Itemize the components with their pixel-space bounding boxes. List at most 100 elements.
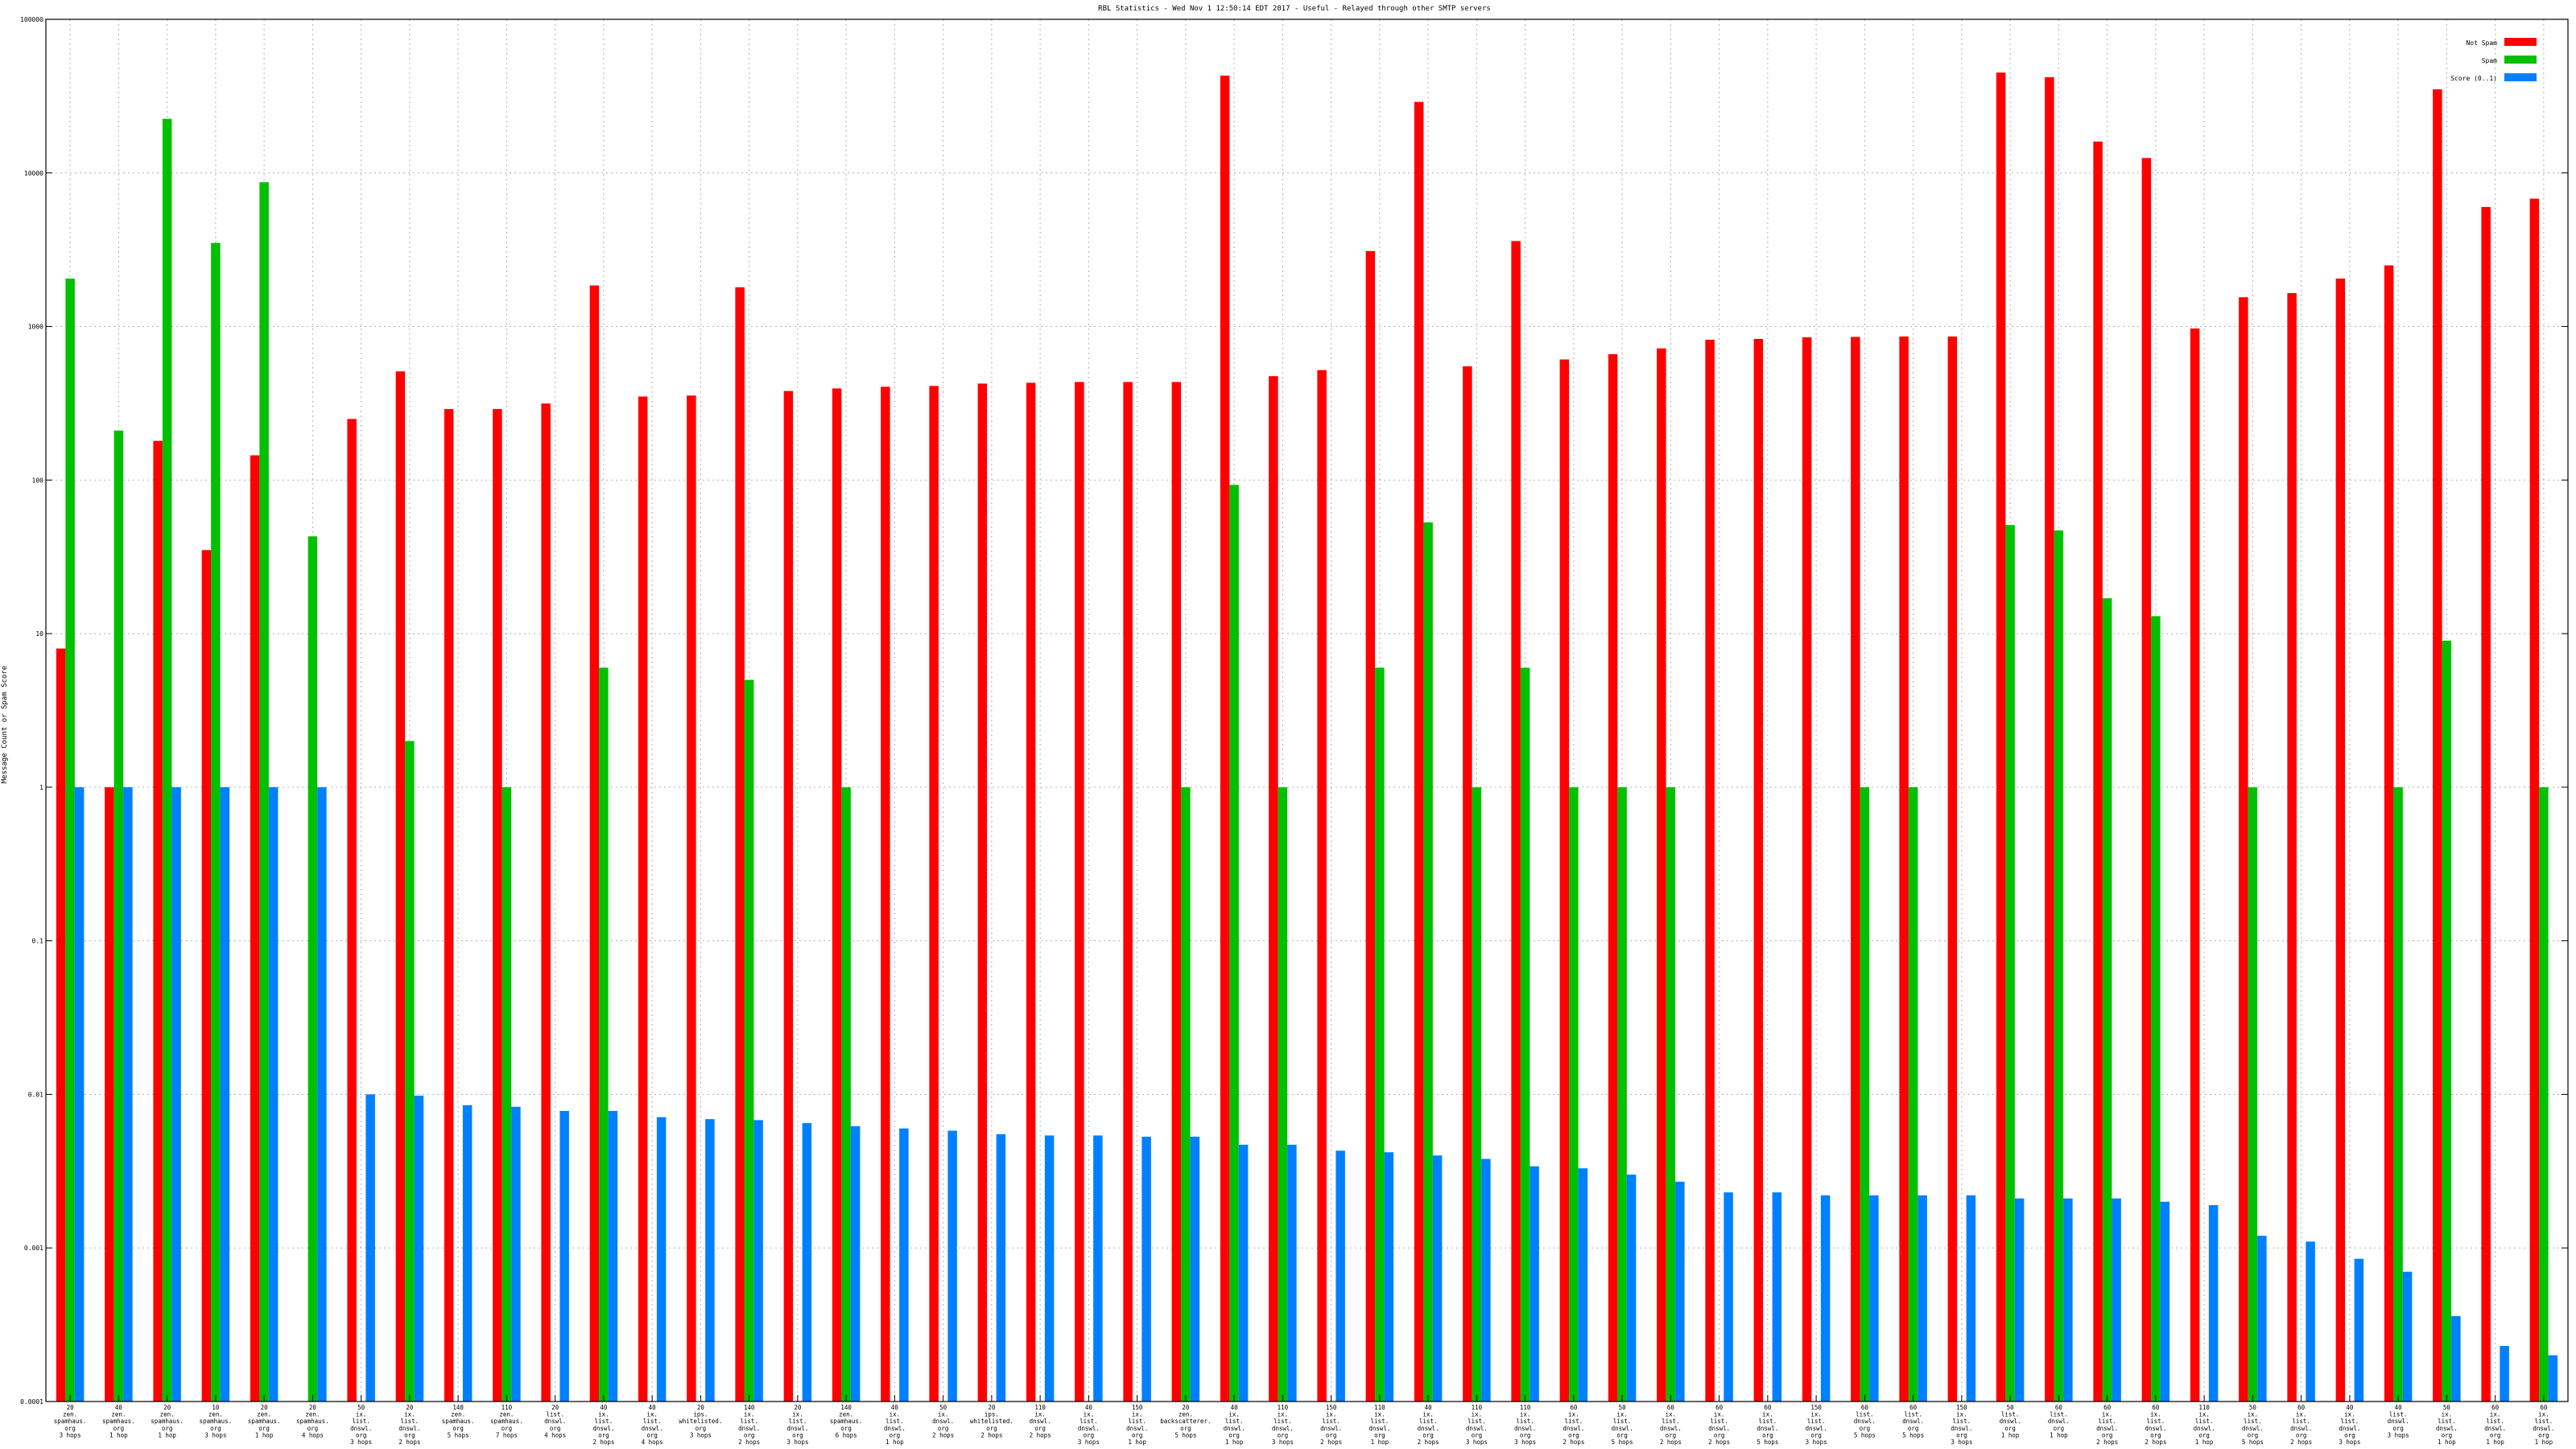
bar-not_spam: [1899, 336, 1909, 1402]
x-tick-label: 20 ips. whitelisted. org 2 hops: [970, 1404, 1013, 1439]
y-tick-label: 1000: [28, 324, 43, 331]
bar-not_spam: [1608, 353, 1618, 1402]
x-tick-label: 140 ix. list. dnswl. org 2 hops: [738, 1404, 760, 1446]
x-tick-label: 50 ix. dnswl. org 2 hops: [932, 1404, 954, 1439]
x-tick-label: 40 ix. list. dnswl. org 2 hops: [592, 1404, 614, 1446]
bar-not_spam: [1365, 250, 1376, 1402]
bar-score: [2257, 1236, 2267, 1402]
bar-not_spam: [1269, 376, 1278, 1402]
x-tick-label: 40 ix. list. dnswl. org 2 hops: [1418, 1404, 1439, 1446]
x-tick-label: 60 list. dnswl. org 5 hops: [1854, 1404, 1876, 1439]
bar-score: [2500, 1345, 2509, 1402]
bar-spam: [841, 786, 851, 1402]
x-tick-label: 40 zen. spamhaus. org 1 hop: [102, 1404, 135, 1439]
bar-score: [171, 786, 181, 1402]
bar-score: [559, 1111, 569, 1402]
x-tick-label: 40 ix. list. dnswl. org 4 hops: [642, 1404, 663, 1446]
bar-spam: [1666, 786, 1676, 1402]
bar-not_spam: [1753, 338, 1764, 1402]
bar-not_spam: [1414, 101, 1424, 1402]
bar-spam: [2151, 616, 2161, 1402]
x-tick-label: 40 list. dnswl. org 3 hops: [2388, 1404, 2409, 1439]
bar-score: [2402, 1271, 2413, 1402]
bar-not_spam: [2190, 328, 2200, 1402]
bar-spam: [744, 679, 754, 1402]
bar-not_spam: [1026, 382, 1036, 1402]
bar-not_spam: [1220, 75, 1230, 1402]
bar-not_spam: [2384, 265, 2394, 1402]
x-tick-label: 20 ix. list. dnswl. org 2 hops: [398, 1404, 420, 1446]
bar-not_spam: [735, 287, 745, 1402]
bar-not_spam: [2239, 297, 2248, 1402]
x-tick-label: 110 ix. list. dnswl. org 3 hops: [1466, 1404, 1488, 1446]
bar-spam: [1617, 786, 1627, 1402]
bar-not_spam: [2433, 89, 2442, 1402]
bar-score: [268, 786, 279, 1402]
bar-score: [2160, 1201, 2170, 1402]
bar-spam: [2005, 525, 2015, 1402]
bar-not_spam: [2529, 198, 2540, 1402]
bar-spam: [1229, 485, 1239, 1402]
bar-not_spam: [1802, 337, 1812, 1402]
bar-spam: [1181, 786, 1191, 1402]
x-tick-label: 60 list. dnswl. org 5 hops: [1902, 1404, 1924, 1439]
bar-not_spam: [347, 419, 357, 1402]
bar-score: [1481, 1158, 1491, 1402]
bar-score: [1820, 1195, 1831, 1402]
bar-score: [1093, 1135, 1103, 1402]
bar-not_spam: [493, 409, 502, 1402]
bar-score: [1190, 1137, 1200, 1402]
bar-spam: [65, 279, 75, 1402]
bar-score: [2306, 1241, 2315, 1402]
x-tick-label: 20 list. dnswl. org 4 hops: [544, 1404, 566, 1439]
bar-not_spam: [444, 409, 454, 1402]
bar-score: [123, 786, 133, 1402]
bar-score: [365, 1094, 375, 1402]
bar-not_spam: [977, 383, 988, 1402]
x-tick-label: 110 ix. dnswl. org 2 hops: [1030, 1404, 1051, 1439]
x-tick-label: 60 ix. list. dnswl. org 2 hops: [1660, 1404, 1682, 1446]
bar-not_spam: [2287, 293, 2297, 1402]
bar-score: [2354, 1258, 2364, 1402]
x-tick-label: 20 zen. spamhaus. org 4 hops: [296, 1404, 329, 1439]
y-tick-label: 1: [39, 784, 43, 791]
bar-not_spam: [2141, 158, 2152, 1402]
bar-spam: [599, 667, 609, 1402]
bar-not_spam: [783, 390, 794, 1402]
x-tick-label: 60 ix. list. dnswl. org 2 hops: [2290, 1404, 2312, 1446]
y-axis-label: Message Count or Spam Score: [1, 666, 9, 783]
x-tick-label: 20 zen. spamhaus. org 1 hop: [248, 1404, 281, 1439]
tick-labels: 100000 10000 1000 100 10 1 0.1 0.01 0.001 0.0001: [20, 16, 43, 1406]
bar-not_spam: [541, 403, 551, 1402]
x-tick-label: 50 ix. list. dnswl. org 5 hops: [1612, 1404, 1633, 1446]
bar-not_spam: [1511, 241, 1521, 1402]
bar-score: [1578, 1168, 1588, 1402]
bars: [56, 72, 2558, 1402]
bar-not_spam: [153, 440, 163, 1402]
bar-spam: [1472, 786, 1482, 1402]
x-tick-label: 60 ix. list. dnswl. org 1 hop: [2533, 1404, 2554, 1446]
bar-score: [462, 1104, 473, 1402]
x-tick-label: 40 ix. list. dnswl. org 1 hop: [1224, 1404, 1245, 1446]
x-tick-label: 50 list. dnswl. org 1 hop: [2000, 1404, 2021, 1439]
bar-not_spam: [1171, 382, 1182, 1402]
x-tick-label: 40 ix. list. dnswl. org 3 hops: [1078, 1404, 1100, 1446]
bar-not_spam: [105, 786, 114, 1402]
y-tick-label: 0.0001: [20, 1398, 43, 1406]
bar-not_spam: [687, 395, 696, 1402]
x-tick-label: 60 ix. list. dnswl. org 2 hops: [2145, 1404, 2166, 1446]
x-tick-label: 140 zen. spamhaus. org 6 hops: [830, 1404, 863, 1439]
y-tick-label: 100: [32, 477, 44, 484]
bar-score: [2112, 1198, 2121, 1402]
x-tick-label: 20 ix. list. dnswl. org 3 hops: [786, 1404, 808, 1446]
x-tick-label: 50 ix. list. dnswl. org 1 hop: [2436, 1404, 2458, 1446]
bar-spam: [162, 118, 172, 1402]
bar-spam: [2539, 786, 2549, 1402]
bar-score: [511, 1106, 521, 1402]
x-tick-label: 110 zen. spamhaus. org 7 hops: [490, 1404, 523, 1439]
y-tick-label: 0.1: [32, 938, 44, 945]
bar-score: [899, 1128, 909, 1402]
bar-score: [753, 1120, 763, 1402]
bar-score: [1287, 1145, 1297, 1402]
bar-not_spam: [201, 550, 212, 1402]
